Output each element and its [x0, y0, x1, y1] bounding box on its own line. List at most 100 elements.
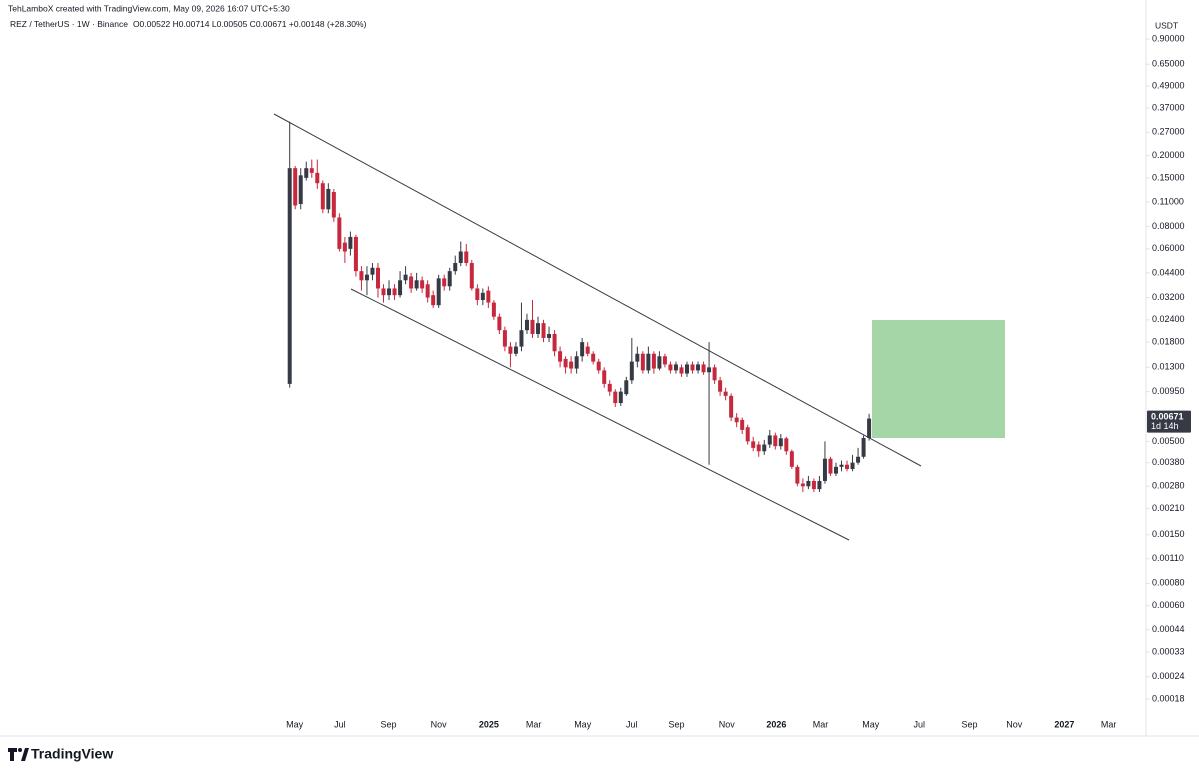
y-tick-label: 0.00080 [1152, 578, 1185, 588]
candle-body [558, 351, 563, 362]
y-tick-label: 0.00033 [1152, 646, 1185, 656]
candle-body [635, 353, 640, 362]
logo-mark [8, 748, 17, 761]
price-tag [1147, 410, 1191, 433]
candle-body [778, 438, 783, 447]
y-tick-label: 0.00110 [1152, 553, 1184, 563]
candle-body [513, 346, 518, 354]
candle-body [353, 236, 358, 272]
candle-body [817, 480, 822, 490]
candle-body [569, 361, 574, 369]
candle-body [403, 274, 408, 281]
candle-body [745, 427, 750, 442]
x-tick-label: Nov [1006, 719, 1023, 729]
candle-body [574, 356, 579, 369]
price-tag-label: 0.00671 [1151, 411, 1184, 421]
candle-body [287, 168, 292, 384]
candle-body [734, 417, 739, 423]
candle-body [696, 364, 701, 371]
candle-body [839, 464, 844, 467]
candle-body [624, 380, 629, 395]
y-tick-label: 0.00380 [1152, 457, 1185, 467]
x-tick-label: Mar [526, 719, 542, 729]
candle-body [442, 278, 447, 287]
y-tick-label: 0.20000 [1152, 150, 1185, 160]
y-tick-label: 0.03200 [1152, 292, 1185, 302]
candle-body [784, 438, 789, 452]
candle-body [756, 444, 761, 452]
y-tick-label: 0.00500 [1152, 436, 1185, 446]
credit: TehLamboX created with TradingView.com, … [8, 3, 290, 13]
candle-body [845, 464, 850, 470]
candle-body [398, 280, 403, 296]
candle-body [850, 462, 855, 470]
candle-body [811, 480, 816, 490]
candle-body [685, 364, 689, 374]
x-tick-label: Jul [334, 719, 346, 729]
candle-body [613, 391, 618, 404]
y-tick-label: 0.37000 [1152, 102, 1185, 112]
x-tick-label: Sep [962, 719, 978, 729]
y-tick-label: 0.02400 [1152, 314, 1185, 324]
y-tick-label: 0.11000 [1152, 196, 1184, 206]
candle-body [315, 172, 320, 184]
x-tick-label: Nov [719, 719, 736, 729]
candle-body [806, 480, 811, 487]
y-tick-label: 0.00060 [1152, 600, 1185, 610]
candle-body [409, 276, 414, 289]
candle-body [293, 168, 298, 206]
x-tick-label: Jul [626, 719, 638, 729]
legend: REZ / TetherUS · 1W · Binance O0.00522 H0… [10, 19, 367, 29]
y-tick-label: 0.65000 [1152, 59, 1185, 69]
candle-body [491, 302, 496, 317]
candle-body [629, 361, 634, 381]
plot-area [287, 121, 872, 493]
candle-body [436, 278, 441, 306]
candle-body [861, 438, 866, 457]
y-tick-label: 0.00044 [1152, 624, 1185, 634]
candle-body [856, 456, 861, 463]
y-tick-label: 0.27000 [1152, 127, 1185, 137]
candle-body [822, 458, 827, 481]
brand-name: TradingView [31, 746, 113, 762]
candle-body [740, 419, 745, 430]
candle-body [662, 356, 667, 365]
candle-body [795, 466, 800, 484]
y-tick-label: 0.04400 [1152, 267, 1185, 277]
x-tick-label: May [574, 719, 592, 729]
candle-body [326, 188, 331, 210]
y-tick-label: 0.15000 [1152, 172, 1185, 182]
candle-body [375, 267, 380, 289]
y-tick-label: 0.49000 [1152, 81, 1185, 91]
candle-body [767, 435, 772, 445]
candle-body [497, 316, 502, 331]
candle-body [552, 333, 557, 352]
candle-body [729, 395, 734, 418]
candle-body [723, 391, 728, 396]
candle-body [447, 271, 452, 287]
candle-body [508, 346, 513, 354]
x-tick-label: Sep [669, 719, 685, 729]
y-tick-label: 0.00018 [1152, 693, 1185, 703]
x-tick-label: Mar [813, 719, 829, 729]
candle-body [530, 319, 535, 334]
candle-body [502, 330, 507, 347]
candle-body [320, 183, 325, 210]
x-tick-label: 2025 [479, 719, 499, 729]
y-tick-label: 0.00210 [1152, 503, 1185, 513]
candle-body [370, 267, 375, 275]
candle-body [431, 295, 436, 306]
candle-body [480, 292, 485, 301]
x-tick-label: 2027 [1054, 719, 1074, 729]
y-tick-label: 0.01800 [1152, 337, 1185, 347]
candle-body [596, 361, 601, 371]
y-tick-label: 0.00150 [1152, 529, 1185, 539]
candle-body [348, 236, 353, 249]
candle-body [524, 319, 529, 331]
candle-body [718, 380, 723, 392]
upper-trendline [273, 113, 922, 467]
y-tick-label: 0.90000 [1152, 33, 1185, 43]
candle-body [342, 242, 347, 252]
candle-body [701, 364, 706, 373]
